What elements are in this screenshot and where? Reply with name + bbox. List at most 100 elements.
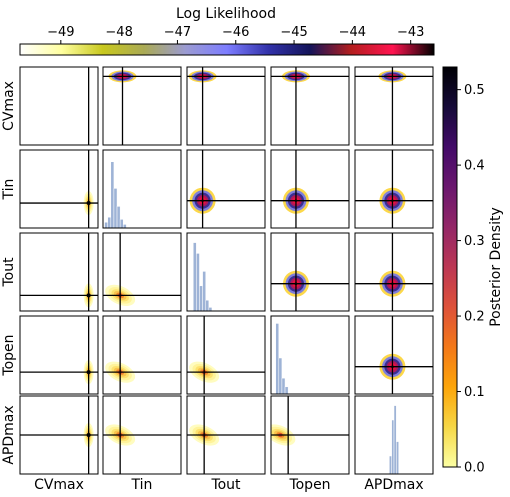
panel-frame	[186, 395, 266, 475]
y-axis-label-Tin: Tin	[1, 179, 17, 201]
panel-CVmax-CVmax	[19, 66, 99, 146]
loglik-colorbar	[19, 43, 435, 56]
panel-Tin-Tin	[102, 149, 182, 229]
panel-background	[271, 67, 349, 145]
parameter-labels: CVmax CVmax Tin Tin Tout Tout Topen Topen APDmax…	[1, 81, 424, 493]
histogram-bar	[393, 405, 397, 474]
histogram-bar	[104, 221, 108, 228]
x-axis-label-CVmax: CVmax	[34, 477, 84, 493]
panel-background	[20, 150, 98, 228]
panel-frame	[186, 66, 266, 146]
y-axis-label-Topen: Topen	[1, 334, 17, 376]
panel-frame	[186, 149, 266, 229]
panel-Topen-Tout	[186, 315, 266, 395]
panel-Topen-APDmax	[354, 315, 434, 395]
panel-Tin-CVmax	[19, 149, 99, 229]
panel-Topen-CVmax	[19, 315, 99, 395]
panel-frame	[270, 232, 350, 312]
loglik-tick-label: −43	[397, 25, 424, 40]
histogram-bar	[391, 419, 395, 474]
posterior-colorbar-ticks: 0.0 0.1 0.2 0.3 0.4 0.5	[457, 83, 485, 476]
panel-Tout-Tout	[186, 232, 266, 312]
histogram-bar	[396, 441, 399, 474]
panel-Tout-Tin	[102, 232, 182, 312]
y-axis-label-APDmax: APDmax	[1, 405, 17, 464]
panel-Tout-CVmax	[19, 232, 99, 312]
y-axis-label-CVmax: CVmax	[1, 81, 17, 131]
histogram-bar	[205, 299, 210, 311]
panel-APDmax-Tout	[186, 395, 266, 475]
corner-panels	[19, 66, 434, 475]
histogram-bar	[116, 206, 121, 228]
panel-frame	[19, 66, 99, 146]
panel-frame	[270, 315, 350, 395]
posterior-colorbar	[442, 66, 458, 468]
panel-frame	[186, 232, 266, 312]
loglik-colorbar-label: Log Likelihood	[176, 6, 276, 22]
panel-frame	[102, 395, 182, 475]
panel-Topen-Tin	[102, 315, 182, 395]
histogram-bar	[389, 455, 392, 474]
loglik-tick-label: −47	[164, 25, 191, 40]
posterior-tick-label: 0.4	[464, 159, 485, 174]
histogram-bar	[123, 224, 127, 228]
panel-frame	[354, 232, 434, 312]
panel-APDmax-CVmax	[19, 395, 99, 475]
panel-frame	[19, 232, 99, 312]
panel-frame	[102, 232, 182, 312]
panel-frame	[270, 149, 350, 229]
histogram-bar	[202, 271, 206, 311]
panel-background	[103, 316, 181, 394]
histogram-bar	[284, 386, 289, 394]
posterior-tick-label: 0.1	[464, 385, 485, 400]
panel-CVmax-Tout	[186, 66, 266, 146]
loglik-tick-label: −44	[339, 25, 366, 40]
panel-Tout-Topen	[270, 232, 350, 312]
x-axis-label-Tin: Tin	[131, 477, 153, 493]
panel-frame	[102, 315, 182, 395]
panel-CVmax-Topen	[270, 66, 350, 146]
panel-background	[271, 150, 349, 228]
panel-frame	[270, 395, 350, 475]
x-axis-label-Topen: Topen	[288, 477, 330, 493]
panel-frame	[354, 66, 434, 146]
panel-Tin-Topen	[270, 149, 350, 229]
panel-frame	[270, 66, 350, 146]
panel-APDmax-Topen	[270, 395, 350, 475]
panel-APDmax-APDmax	[354, 395, 434, 475]
panel-background	[20, 67, 98, 145]
histogram-bar	[275, 323, 280, 394]
loglik-tick-label: −49	[47, 25, 74, 40]
panel-Tout-APDmax	[354, 232, 434, 312]
loglik-tick-label: −46	[222, 25, 249, 40]
panel-background	[271, 233, 349, 311]
histogram-bar	[196, 253, 200, 311]
x-axis-label-Tout: Tout	[210, 477, 241, 493]
panel-frame	[19, 315, 99, 395]
panel-frame	[102, 149, 182, 229]
panel-Topen-Topen	[270, 315, 350, 395]
loglik-colorbar-ticks: −49 −48 −47 −46 −45 −44 −43	[47, 25, 424, 44]
panel-frame	[186, 315, 266, 395]
panel-frame	[19, 149, 99, 229]
posterior-tick-label: 0.3	[464, 234, 485, 249]
panel-APDmax-Tin	[102, 395, 182, 475]
panel-background	[187, 316, 265, 394]
panel-frame	[102, 66, 182, 146]
posterior-tick-label: 0.5	[464, 83, 485, 98]
x-axis-label-APDmax: APDmax	[364, 477, 423, 493]
histogram-bar	[110, 161, 115, 228]
loglik-tick-label: −45	[280, 25, 307, 40]
y-axis-label-Tout: Tout	[1, 257, 17, 288]
panel-CVmax-Tin	[102, 66, 182, 146]
panel-CVmax-APDmax	[354, 66, 434, 146]
histogram-bar	[281, 377, 286, 394]
loglik-tick-label: −48	[105, 25, 132, 40]
panel-frame	[354, 395, 434, 475]
panel-frame	[354, 149, 434, 229]
histogram-bar	[192, 242, 197, 311]
histogram-bar	[107, 216, 112, 228]
panel-Tin-APDmax	[354, 149, 434, 229]
panel-Tin-Tout	[186, 149, 266, 229]
